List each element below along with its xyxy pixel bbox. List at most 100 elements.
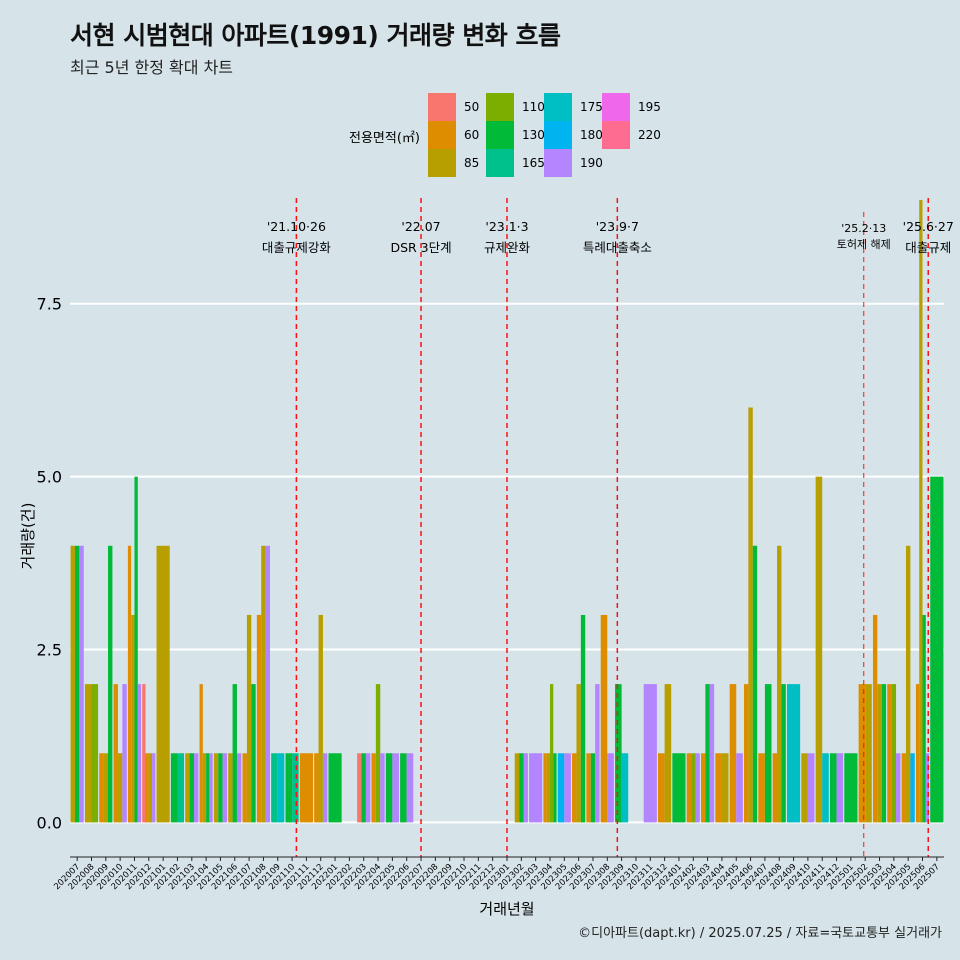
event-date: '23.9·7: [596, 219, 639, 234]
bar-202112-60: [314, 753, 319, 823]
bar-202307-60: [586, 753, 591, 823]
bar-202007-85: [70, 545, 75, 823]
bar-202306-60: [572, 753, 577, 823]
bar-202010-60: [113, 684, 118, 823]
bar-202507-130: [930, 476, 944, 823]
legend-swatch: [486, 121, 514, 149]
bar-202007-130: [74, 545, 80, 823]
event-marker: '25.2·13 토허제 해제: [837, 212, 891, 857]
bar-202103-85: [185, 753, 190, 823]
bar-202012-50: [142, 684, 146, 823]
bar-202405-190: [736, 753, 743, 823]
bar-202206-190: [406, 753, 414, 823]
event-label: DSR 3단계: [390, 240, 451, 255]
legend-swatch: [428, 149, 456, 177]
bar-202012-190: [152, 753, 156, 823]
bar-202102-130: [170, 753, 178, 823]
bar-202412-130: [829, 753, 837, 823]
bar-202104-85: [202, 753, 207, 823]
source-caption: ©디아파트(dapt.kr) / 2025.07.25 / 자료=국토교통부 실…: [578, 926, 942, 941]
legend-item-180: 180: [544, 121, 603, 149]
y-tick-label: 7.5: [37, 295, 62, 314]
x-axis-label: 거래년월: [479, 900, 534, 918]
legend-swatch: [428, 121, 456, 149]
bar-202408-60: [772, 753, 778, 823]
bar-202112-85: [318, 614, 323, 823]
bar-202504-110: [891, 684, 897, 823]
event-marker: '21.10·26 대출규제강화: [262, 198, 331, 857]
bar-202010-85: [117, 753, 123, 823]
legend-label: 195: [638, 100, 661, 114]
bar-202104-190: [209, 753, 213, 823]
y-tick-label: 5.0: [37, 468, 62, 487]
bar-202502-60: [858, 684, 866, 823]
legend-swatch: [544, 121, 572, 149]
bar-202101-85: [156, 545, 170, 823]
bar-202304-130: [553, 753, 557, 823]
bar-202011-60: [127, 545, 132, 823]
event-date: '25.2·13: [841, 222, 886, 235]
bar-202009-85: [103, 753, 109, 823]
bar-202408-85: [777, 545, 782, 823]
bar-202302-130: [519, 753, 524, 823]
bar-202403-190: [709, 684, 715, 823]
bar-202107-60: [242, 753, 247, 823]
legend-item-220: 220: [602, 121, 661, 149]
bar-202503-130: [881, 684, 887, 823]
bar-202008-110: [91, 684, 99, 823]
bar-202401-130: [672, 753, 686, 823]
bar-202404-60: [715, 753, 722, 823]
bar-202403-60: [700, 753, 706, 823]
bar-202305-190: [564, 753, 571, 823]
bar-202108-85: [261, 545, 266, 823]
bar-202309-130: [615, 684, 622, 823]
bar-202102-165: [177, 753, 185, 823]
legend-item-130: 130: [486, 121, 545, 149]
event-date: '22.07: [401, 219, 440, 234]
legend-label: 165: [522, 156, 545, 170]
bar-202206-130: [400, 753, 407, 823]
legend-item-190: 190: [544, 149, 603, 177]
bar-202107-85: [246, 614, 252, 823]
x-axis: 2020072020082020092020102020112020122021…: [52, 856, 944, 892]
bar-202204-190: [380, 753, 385, 823]
legend-swatch: [428, 93, 456, 121]
bar-202307-130: [590, 753, 596, 823]
bar-202009-60: [99, 753, 104, 823]
bar-202411-85: [815, 476, 823, 823]
legend-label: 220: [638, 128, 661, 142]
bar-202012-60: [145, 753, 149, 823]
legend-swatch: [602, 93, 630, 121]
bar-202505-85: [905, 545, 911, 823]
event-marker: '23.1·3 규제완화: [484, 198, 530, 857]
bar-202205-130: [385, 753, 393, 823]
bar-202410-85: [801, 753, 808, 823]
bar-202112-190: [322, 753, 328, 823]
bar-202502-85: [865, 684, 872, 823]
legend-swatch: [544, 93, 572, 121]
bar-202505-180: [910, 753, 915, 823]
event-marker: '22.07 DSR 3단계: [390, 198, 452, 857]
bar-202406-130: [752, 545, 758, 823]
bar-202406-85: [748, 407, 753, 823]
bar-202506-190: [925, 753, 930, 823]
legend-label: 130: [522, 128, 545, 142]
bar-202407-130: [764, 684, 772, 823]
bar-202105-190: [222, 753, 228, 823]
legend-item-175: 175: [544, 93, 603, 121]
bar-202110-165: [292, 753, 299, 823]
bar-202105-85: [213, 753, 219, 823]
bar-202405-60: [729, 684, 737, 823]
bar-202501-130: [844, 753, 858, 823]
legend-swatch: [486, 149, 514, 177]
bar-202007-190: [79, 545, 84, 823]
bar-202503-85: [877, 684, 882, 823]
bar-202408-130: [781, 684, 786, 823]
bar-202108-190: [265, 545, 271, 823]
legend-swatch: [544, 149, 572, 177]
bar-202402-190: [695, 753, 700, 823]
bar-202203-130: [361, 753, 366, 823]
chart-subtitle: 최근 5년 한정 확대 차트: [70, 58, 234, 77]
bar-202506-85: [919, 200, 923, 823]
legend: 전용면적(㎡) 50 60 85 110 130 165 175 180 190 195 220: [349, 93, 661, 177]
